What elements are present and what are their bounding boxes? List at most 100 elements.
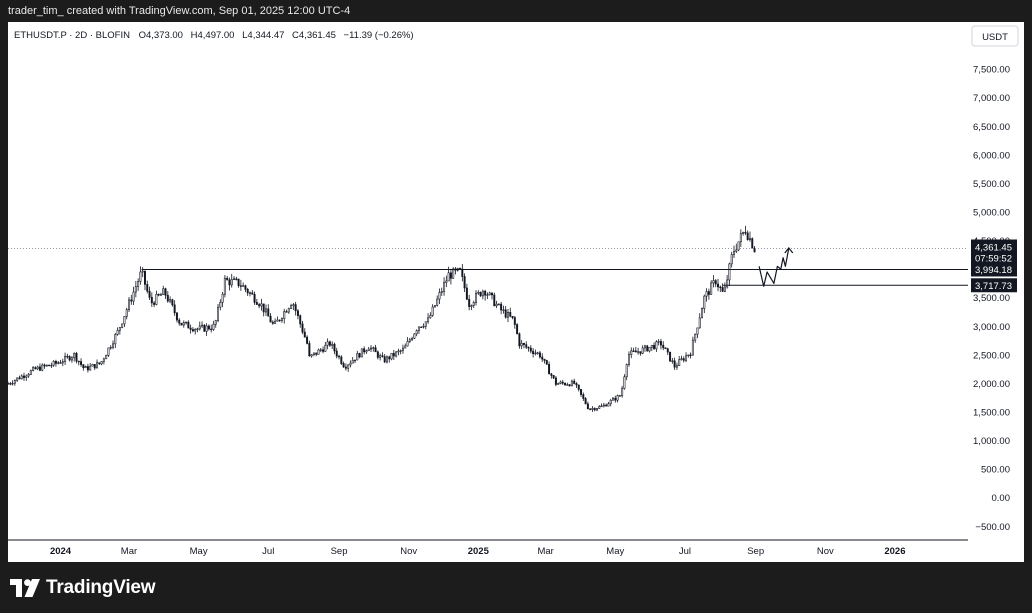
candle-body-down (618, 395, 621, 397)
candle (534, 349, 537, 356)
candle-body-up (41, 364, 44, 371)
candle-body-down (589, 408, 592, 410)
candle-body-up (91, 364, 94, 367)
candle-body-down (22, 375, 25, 378)
candle (312, 352, 315, 357)
candle (360, 348, 363, 358)
candle (75, 351, 78, 364)
candle (322, 346, 325, 354)
candle-body-up (710, 282, 713, 295)
candle (390, 352, 393, 361)
candle-body-up (422, 325, 425, 328)
candle-body-up (137, 281, 140, 287)
candle (358, 352, 361, 359)
candle-body-down (171, 299, 174, 306)
candle-body-up (365, 350, 368, 353)
candle (107, 347, 110, 357)
candle-body-down (180, 322, 183, 326)
candle-body-down (130, 299, 133, 302)
candle-body-down (328, 341, 331, 346)
candle (504, 306, 507, 319)
candle-body-down (554, 377, 557, 385)
candle-body-down (340, 356, 343, 364)
candle-body-up (324, 344, 327, 352)
candle (296, 308, 299, 320)
candle (506, 309, 509, 323)
candle-body-down (38, 366, 41, 371)
candle-body-up (557, 383, 560, 385)
candle (618, 394, 621, 397)
tradingview-logo[interactable]: TradingView (10, 575, 156, 601)
candle-body-up (612, 397, 614, 401)
candle (45, 364, 48, 367)
candle (525, 341, 528, 349)
candle-body-up (11, 382, 14, 385)
candle-body-up (650, 344, 653, 348)
candle (698, 313, 701, 329)
candle-body-down (303, 331, 306, 338)
candle-body-down (315, 352, 318, 355)
candle (8, 381, 9, 385)
candle-body-up (89, 365, 92, 371)
candle (502, 305, 505, 314)
candle (121, 323, 124, 329)
candle-body-up (475, 292, 477, 303)
candle (109, 345, 112, 350)
candle (596, 408, 598, 412)
candle (356, 350, 359, 361)
candle (744, 225, 747, 236)
candle (678, 356, 681, 367)
candle (468, 294, 471, 311)
candle (545, 359, 548, 365)
candle-body-up (431, 306, 434, 316)
y-tick-label: 6,000.00 (973, 150, 1010, 161)
candle-body-down (541, 356, 544, 360)
candle-body-up (436, 298, 439, 306)
candle-body-up (182, 322, 185, 326)
candle (155, 290, 158, 306)
candle (447, 266, 450, 282)
candle-body-up (221, 293, 224, 303)
candle-body-up (198, 325, 201, 330)
candle (189, 324, 192, 334)
candle (383, 353, 386, 364)
candle (541, 353, 544, 362)
candle-body-down (226, 277, 229, 281)
candle (191, 326, 194, 333)
candle (561, 379, 564, 385)
candle (564, 382, 567, 386)
candle (584, 397, 587, 405)
candle (472, 300, 475, 308)
candle-body-down (491, 292, 493, 296)
candle-body-up (50, 364, 53, 367)
candle-body-down (719, 286, 722, 289)
chart-panel[interactable]: ETHUSDT.P · 2D · BLOFIN O4,373.00 H4,497… (8, 22, 1024, 562)
candle (746, 230, 749, 241)
x-tick-label: Mar (121, 546, 137, 557)
price-chart[interactable]: ETHUSDT.P · 2D · BLOFIN O4,373.00 H4,497… (8, 22, 1024, 562)
candle-body-up (123, 316, 126, 325)
candle (682, 356, 685, 363)
candle (500, 301, 503, 315)
level-price-tag-2 (971, 278, 1017, 293)
candle-body-up (600, 405, 603, 408)
candle (376, 350, 379, 360)
candle-body-down (255, 302, 258, 305)
y-tick-label: 0.00 (992, 493, 1011, 504)
candle (397, 348, 400, 356)
candle-body-up (424, 321, 427, 327)
candle (310, 354, 313, 358)
candle-body-up (379, 355, 382, 358)
candle-body-down (267, 308, 270, 317)
candle-body-down (548, 364, 551, 375)
candle-body-up (155, 293, 158, 305)
candle (675, 362, 678, 370)
candle-body-up (730, 254, 733, 265)
candle (623, 374, 626, 390)
y-tick-label: 3,500.00 (973, 293, 1010, 304)
y-tick-label: 5,000.00 (973, 208, 1010, 219)
candle-body-up (64, 355, 67, 362)
candle-body-down (573, 380, 576, 384)
currency-selector[interactable]: USDT (971, 25, 1019, 47)
